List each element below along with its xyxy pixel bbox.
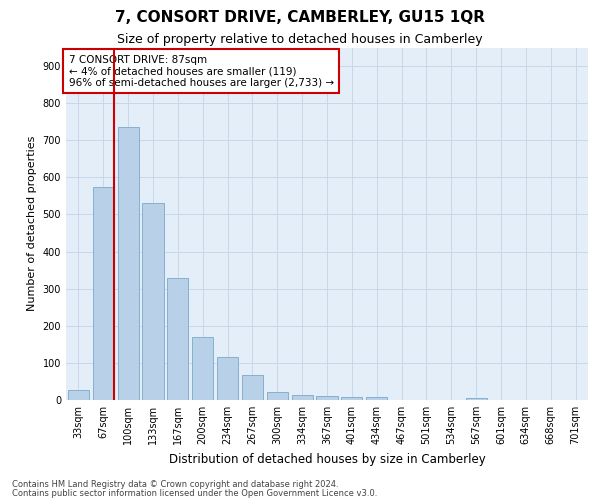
Bar xyxy=(341,397,362,400)
Text: Size of property relative to detached houses in Camberley: Size of property relative to detached ho… xyxy=(117,32,483,46)
Bar xyxy=(316,396,338,400)
Bar xyxy=(366,398,387,400)
Text: Contains public sector information licensed under the Open Government Licence v3: Contains public sector information licen… xyxy=(12,489,377,498)
Bar xyxy=(466,398,487,400)
Bar xyxy=(68,390,89,400)
Bar xyxy=(142,204,164,400)
Text: Contains HM Land Registry data © Crown copyright and database right 2024.: Contains HM Land Registry data © Crown c… xyxy=(12,480,338,489)
Bar xyxy=(217,358,238,400)
Bar xyxy=(292,395,313,400)
Bar xyxy=(93,186,114,400)
Text: 7 CONSORT DRIVE: 87sqm
← 4% of detached houses are smaller (119)
96% of semi-det: 7 CONSORT DRIVE: 87sqm ← 4% of detached … xyxy=(68,54,334,88)
Bar xyxy=(167,278,188,400)
Bar xyxy=(267,392,288,400)
Text: 7, CONSORT DRIVE, CAMBERLEY, GU15 1QR: 7, CONSORT DRIVE, CAMBERLEY, GU15 1QR xyxy=(115,10,485,25)
Bar xyxy=(242,375,263,400)
Bar xyxy=(118,128,139,400)
X-axis label: Distribution of detached houses by size in Camberley: Distribution of detached houses by size … xyxy=(169,452,485,466)
Bar xyxy=(192,337,213,400)
Y-axis label: Number of detached properties: Number of detached properties xyxy=(27,136,37,312)
